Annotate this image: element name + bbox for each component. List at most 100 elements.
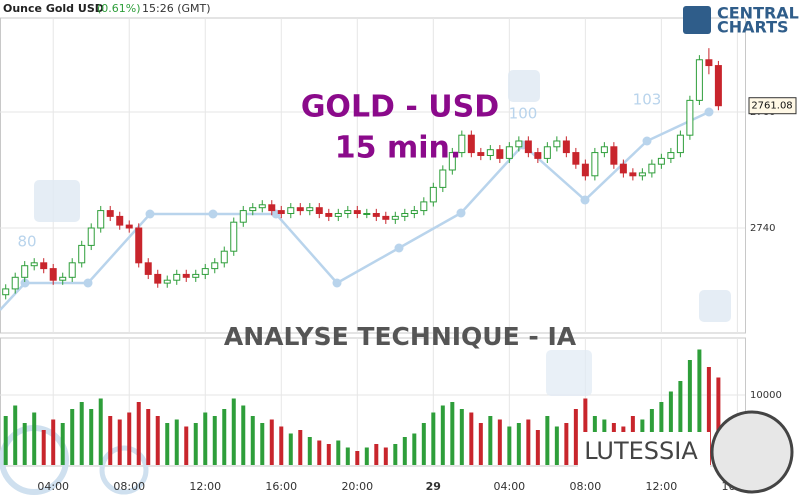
y-tick-label: 10000 <box>750 390 782 401</box>
volume-bar <box>402 437 407 465</box>
candle-body <box>429 186 437 203</box>
candle-body <box>401 212 409 217</box>
volume-bar <box>545 416 550 465</box>
candle-body <box>11 276 19 290</box>
volume-bar <box>98 398 103 465</box>
candle-body <box>458 134 466 154</box>
candle-body <box>562 140 570 154</box>
volume-bar <box>535 430 540 465</box>
candle-body <box>439 169 447 188</box>
candle-body <box>97 210 105 229</box>
x-tick-label: 12:00 <box>646 480 678 493</box>
candle-body <box>220 250 228 264</box>
candle-body <box>78 244 86 264</box>
volume-bar <box>269 419 274 465</box>
candle-body <box>486 149 494 156</box>
candle-body <box>638 172 646 177</box>
volume-bar <box>174 419 179 465</box>
logo-text: CHARTS <box>717 18 789 37</box>
candle-body <box>2 288 10 296</box>
candle-body <box>30 262 38 267</box>
volume-bar <box>146 409 151 465</box>
last-price-label: 2761.08 <box>751 101 792 112</box>
volume-bar <box>288 433 293 465</box>
icon <box>546 350 592 396</box>
volume-bar <box>136 402 141 465</box>
candle-body <box>629 172 637 177</box>
volume-bar <box>108 416 113 465</box>
x-tick-label: 08:00 <box>113 480 145 493</box>
last-price-box <box>748 97 797 115</box>
volume-bar <box>374 444 379 465</box>
volume-bar <box>383 447 388 465</box>
candle-body <box>686 99 694 136</box>
volume-bar <box>279 426 284 465</box>
volume-bar <box>554 426 559 465</box>
candle-body <box>353 210 361 214</box>
candle-body <box>211 262 219 270</box>
x-tick-label: 08:00 <box>570 480 602 493</box>
candle-body <box>277 210 285 214</box>
icon <box>699 290 731 322</box>
candle-body <box>648 163 656 174</box>
candle-body <box>572 152 580 165</box>
volume-bar <box>706 367 711 465</box>
candle-body <box>192 273 200 278</box>
volume-bar <box>573 409 578 465</box>
x-tick-label: 29 <box>426 480 441 493</box>
candle-body <box>420 201 428 212</box>
volume-bar <box>336 440 341 465</box>
volume-bar <box>298 430 303 465</box>
volume-bar <box>89 409 94 465</box>
volume-bar <box>212 416 217 465</box>
volume-bar <box>450 402 455 465</box>
candle-body <box>258 204 266 209</box>
candle-body <box>619 163 627 174</box>
candle-body <box>59 276 67 281</box>
volume-bar <box>22 423 27 465</box>
candle-body <box>505 146 513 159</box>
volume-bar <box>60 423 65 465</box>
candle-body <box>239 210 247 223</box>
candle-body <box>230 221 238 252</box>
section-title: ANALYSE TECHNIQUE - IA <box>224 322 577 351</box>
candle-body <box>334 212 342 217</box>
candle-body <box>467 134 475 154</box>
volume-bar <box>307 437 312 465</box>
candle-body <box>372 212 380 217</box>
volume-bar <box>564 423 569 465</box>
x-tick-label: 12:00 <box>189 480 221 493</box>
candle-body <box>553 140 561 148</box>
candle-body <box>325 212 333 217</box>
chart-subtitle: 15 min. <box>335 131 462 166</box>
candle-body <box>249 207 257 212</box>
sentiment-label: 103 <box>633 91 662 109</box>
avatar <box>710 410 794 494</box>
candle-body <box>382 215 390 220</box>
change: (0.61%) <box>97 2 141 15</box>
icon <box>34 180 80 222</box>
candle-body <box>125 224 133 229</box>
candle-body <box>306 207 314 212</box>
candle-body <box>448 152 456 171</box>
chart-title: GOLD - USD <box>301 90 499 125</box>
candle-body <box>135 227 143 264</box>
candle-body <box>116 215 124 226</box>
candle-body <box>676 134 684 154</box>
volume-bar <box>478 423 483 465</box>
candle-body <box>268 204 276 212</box>
time: 15:26 (GMT) <box>142 2 211 15</box>
volume-bar <box>393 444 398 465</box>
candle-body <box>363 212 371 215</box>
candle-body <box>68 262 76 278</box>
volume-bar <box>79 402 84 465</box>
volume-bar <box>697 349 702 465</box>
candle-body <box>182 273 190 278</box>
volume-bar <box>364 447 369 465</box>
volume-bar <box>497 419 502 465</box>
x-tick-label: 16:00 <box>265 480 297 493</box>
volume-bar <box>241 405 246 465</box>
candle-body <box>49 268 57 281</box>
candle-body <box>524 140 532 154</box>
